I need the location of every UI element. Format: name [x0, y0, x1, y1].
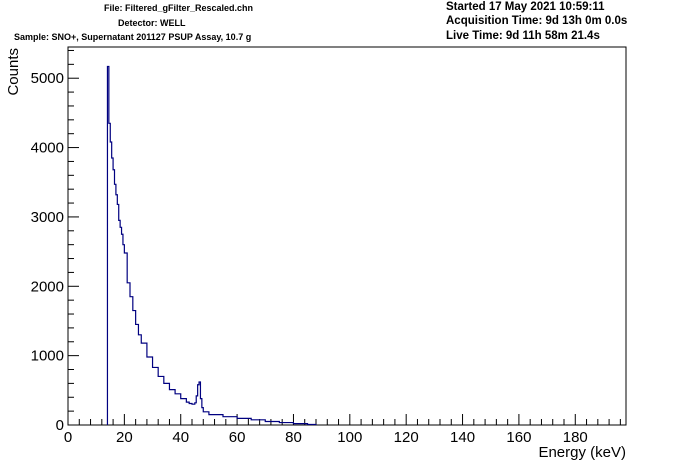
sample-label: Sample: SNO+, Supernatant 201127 PSUP As…	[14, 32, 252, 42]
y-tick-label: 5000	[31, 70, 64, 87]
x-axis-title: Energy (keV)	[538, 444, 626, 461]
x-tick-label: 120	[394, 429, 419, 446]
x-tick-label: 140	[450, 429, 475, 446]
spectrum-line	[106, 65, 317, 426]
y-axis-title: Counts	[5, 48, 22, 96]
x-tick-label: 80	[285, 429, 302, 446]
acquisition-time-label: Acquisition Time: 9d 13h 0m 0.0s	[446, 15, 628, 27]
x-tick-label: 100	[337, 429, 362, 446]
y-axis: 0 1000 2000 3000 4000 5000	[31, 49, 79, 434]
x-tick-label: 0	[64, 429, 72, 446]
started-label: Started 17 May 2021 10:59:11	[446, 1, 605, 13]
file-label: File: Filtered_gFilter_Rescaled.chn	[104, 3, 254, 13]
x-axis: 0 20 40 60 80 100 120 140 160 180	[64, 414, 621, 446]
y-tick-label: 3000	[31, 209, 64, 226]
x-tick-label: 180	[563, 429, 588, 446]
live-time-label: Live Time: 9d 11h 58m 21.4s	[446, 30, 600, 42]
x-tick-label: 20	[116, 429, 133, 446]
y-tick-label: 2000	[31, 278, 64, 295]
detector-label: Detector: WELL	[118, 18, 186, 28]
y-tick-label: 4000	[31, 140, 64, 157]
y-tick-label: 1000	[31, 348, 64, 365]
series-layer	[106, 65, 317, 426]
x-tick-label: 40	[172, 429, 189, 446]
x-tick-label: 160	[506, 429, 531, 446]
x-tick-label: 60	[229, 429, 246, 446]
y-tick-label: 0	[56, 417, 64, 434]
plot-frame	[67, 46, 627, 426]
